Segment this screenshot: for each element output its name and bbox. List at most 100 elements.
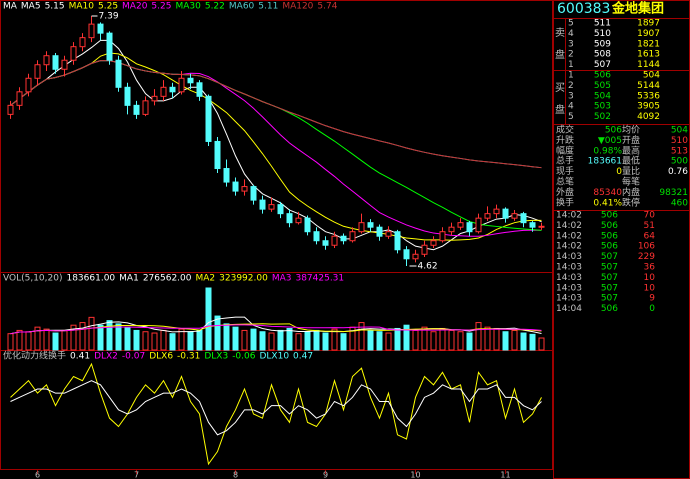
volume-bar: [457, 331, 464, 351]
volume-bar: [16, 329, 23, 351]
stat-label: 最低: [622, 155, 640, 167]
tick-time: 14:03: [556, 283, 582, 293]
ma-line: [10, 52, 542, 241]
order-price: 502: [594, 112, 611, 122]
indicator-line: [10, 362, 542, 466]
candle-body: [52, 55, 59, 70]
order-volume: 1907: [637, 29, 660, 39]
stat-label: 总手: [556, 155, 574, 167]
candle-body: [529, 222, 536, 228]
order-volume: 5144: [637, 81, 660, 91]
candle-body: [61, 59, 68, 70]
indicator-value: -0.31: [177, 352, 200, 362]
tick-time: 14:02: [556, 231, 582, 241]
candle-body: [538, 225, 545, 228]
volume-bar: [313, 329, 320, 351]
volume-bar: [502, 331, 509, 351]
ma-value: 5.74: [317, 2, 337, 12]
volume-bar: [304, 331, 311, 351]
high-label: 7.39: [99, 12, 119, 22]
candle-body: [349, 231, 356, 242]
candle-body: [250, 186, 257, 201]
volume-ma-value: 276562.00: [143, 274, 192, 284]
month-label: 7: [134, 471, 139, 479]
order-volume: 4092: [637, 112, 660, 122]
volume-bar: [196, 329, 203, 351]
candle-body: [151, 95, 158, 102]
stat-value: 504: [671, 126, 688, 136]
month-label: 11: [500, 471, 510, 479]
order-price: 506: [594, 71, 611, 81]
volume-bar: [529, 333, 536, 351]
volume-bar: [268, 332, 275, 351]
tick-price: 506: [601, 304, 618, 314]
stat-label: 每笔: [622, 176, 640, 188]
candle-body: [412, 253, 419, 260]
tick-time: 14:02: [556, 211, 582, 221]
candle-body: [466, 222, 473, 233]
candle-body: [295, 217, 302, 224]
volume-bar: [475, 322, 482, 351]
stat-value: 500: [671, 157, 688, 167]
candle-body: [16, 91, 23, 106]
stat-label: 升跌: [556, 135, 574, 146]
stat-label: 成交: [556, 124, 574, 136]
tick-price: 506: [601, 231, 618, 241]
volume-bar: [367, 329, 374, 351]
stat-label: 开盘: [622, 134, 640, 146]
ma-name: MA20: [122, 2, 148, 12]
volume-value: 183661.00: [66, 274, 115, 284]
month-label: 6: [35, 471, 40, 479]
order-price: 503: [594, 102, 611, 112]
candle-body: [313, 231, 320, 242]
ma-name: MA10: [69, 2, 95, 12]
volume-ma-name: MA3: [272, 274, 292, 284]
tick-time: 14:04: [556, 304, 582, 314]
stat-value: 85340: [593, 188, 622, 198]
volume-bar: [214, 315, 221, 351]
volume-bar: [430, 331, 437, 351]
candle-body: [241, 186, 248, 192]
stat-value: 513: [671, 146, 688, 156]
ma-name: MA60: [229, 2, 255, 12]
sell-label: 盘: [555, 48, 565, 61]
stat-label: 换手: [556, 196, 574, 208]
ma-name: MA5: [21, 2, 41, 12]
stat-value: 0.76: [668, 167, 688, 177]
tick-volume: 10: [644, 273, 656, 283]
ma-value: 5.22: [205, 2, 225, 12]
low-label: 4.62: [418, 262, 438, 272]
tick-time: 14:02: [556, 242, 582, 252]
tick-volume: 106: [638, 242, 655, 252]
tick-price: 506: [601, 221, 618, 231]
order-volume: 1144: [637, 60, 660, 70]
volume-bar: [232, 326, 239, 351]
candle-body: [187, 77, 194, 84]
candle-body: [232, 181, 239, 192]
order-level: 3: [568, 39, 574, 49]
stat-label: 总笔: [556, 176, 574, 188]
volume-bar: [331, 328, 338, 351]
volume-ma-name: MA1: [119, 274, 139, 284]
candle-body: [358, 222, 365, 233]
volume-ma-name: MA2: [195, 274, 215, 284]
volume-bar: [448, 329, 455, 351]
stat-value: 506: [605, 126, 622, 136]
volume-ma-value: 387425.31: [295, 274, 344, 284]
volume-bar: [43, 328, 50, 351]
order-level: 4: [568, 102, 574, 112]
tick-volume: 10: [644, 283, 656, 293]
volume-bar: [421, 326, 428, 351]
volume-bar: [142, 331, 149, 351]
volume-bar: [52, 332, 59, 351]
indicator-line: [10, 380, 542, 436]
stat-value: ▼005: [598, 136, 622, 146]
ma-name: MA30: [175, 2, 201, 12]
indicator-value: 0.47: [293, 352, 313, 362]
candle-body: [43, 55, 50, 66]
stat-value: 0.98%: [593, 146, 622, 156]
order-level: 5: [568, 19, 574, 29]
order-price: 508: [594, 50, 611, 60]
volume-bar: [241, 329, 248, 351]
ma-value: 5.25: [98, 2, 118, 12]
